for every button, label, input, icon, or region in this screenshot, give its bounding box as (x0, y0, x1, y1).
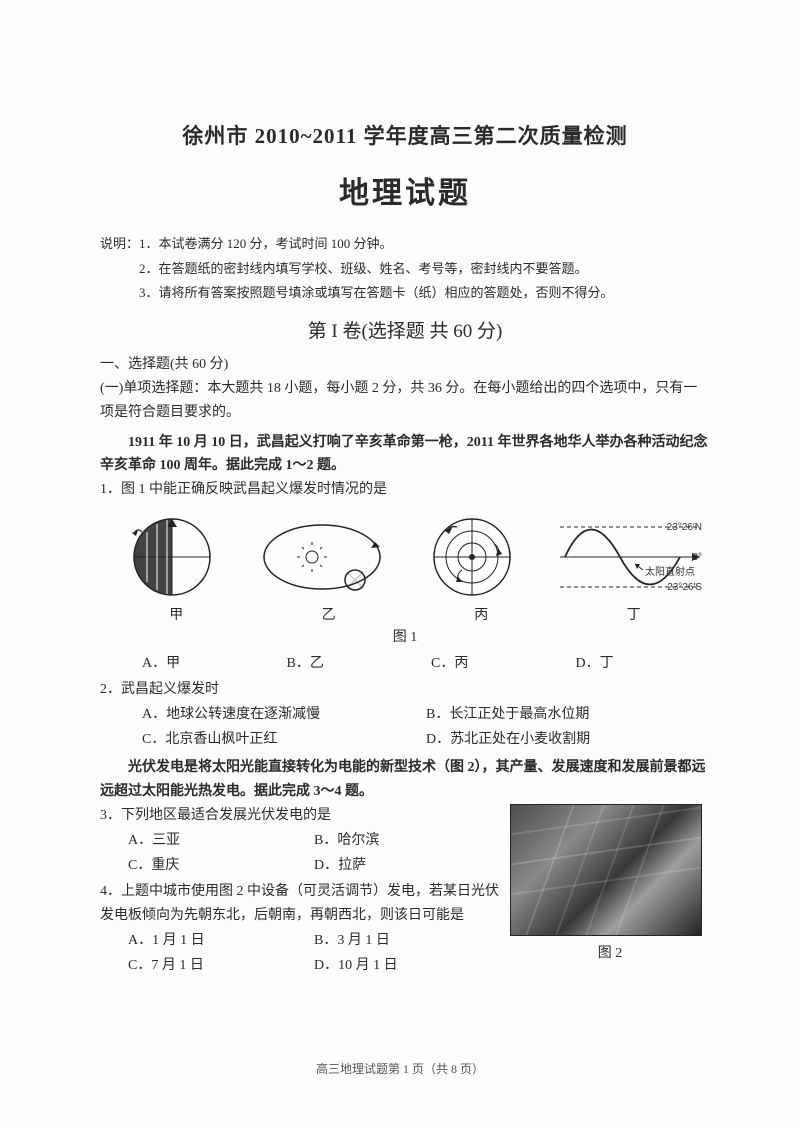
q3-C: C．重庆 (128, 853, 314, 878)
q3-stem: 3．下列地区最适合发展光伏发电的是 (100, 804, 500, 828)
q4-stem: 4．上题中城市使用图 2 中设备（可灵活调节）发电，若某日光伏发电板倾向为先朝东… (100, 880, 500, 928)
exam-page: 徐州市 2010~2011 学年度高三第二次质量检测 地理试题 说明：1．本试卷… (0, 0, 800, 1132)
q2-C: C．北京香山枫叶正红 (142, 727, 426, 752)
q4-B: B．3 月 1 日 (314, 928, 500, 953)
solar-panel-image (510, 804, 702, 936)
q1-options: A．甲 B．乙 C．丙 D．丁 (100, 652, 710, 672)
q4-A: A．1 月 1 日 (128, 928, 314, 953)
instr-3: 3．请将所有答案按照题号填涂或填写在答题卡（纸）相应的答题处，否则不得分。 (139, 285, 614, 300)
q2-A: A．地球公转速度在逐渐减慢 (142, 702, 426, 727)
q3-B: B．哈尔滨 (314, 828, 500, 853)
instr-prefix: 说明： (100, 236, 139, 251)
q1-D: D．丁 (576, 652, 711, 672)
exam-subject: 地理试题 (100, 168, 710, 212)
single-choice-text: (一)单项选择题：本大题共 18 小题，每小题 2 分，共 36 分。在每小题给… (100, 381, 697, 420)
q1-A: A．甲 (142, 652, 277, 672)
lat-0: 0° (692, 552, 702, 563)
page-footer: 高三地理试题第 1 页（共 8 页） (0, 1060, 800, 1077)
q4-C: C．7 月 1 日 (128, 953, 314, 978)
q2-options: A．地球公转速度在逐渐减慢 B．长江正处于最高水位期 C．北京香山枫叶正红 D．… (100, 702, 710, 752)
fig1-sublabels: 甲 乙 丙 丁 (100, 604, 710, 624)
instr-1: 1．本试卷满分 120 分，考试时间 100 分钟。 (139, 236, 393, 251)
sun-label: 太阳直射点 (645, 565, 695, 578)
figure-1-row: 23°26′N 0° 23°26′S 太阳直射点 (100, 512, 710, 602)
lat-n: 23°26′N (667, 522, 702, 533)
selection-header: 一、选择题(共 60 分) (100, 353, 710, 373)
fig1-caption: 图 1 (100, 626, 710, 646)
passage-1: 1911 年 10 月 10 日，武昌起义打响了辛亥革命第一枪，2011 年世界… (100, 431, 710, 479)
q3-D: D．拉萨 (314, 853, 500, 878)
fig2-caption: 图 2 (510, 942, 710, 962)
lbl-ding: 丁 (558, 604, 711, 624)
single-choice-header: (一)单项选择题：本大题共 18 小题，每小题 2 分，共 36 分。在每小题给… (100, 377, 710, 425)
instr-2: 2．在答题纸的密封线内填写学校、班级、姓名、考号等，密封线内不要答题。 (139, 261, 588, 276)
q2-D: D．苏北正处在小麦收割期 (426, 727, 710, 752)
q4-D: D．10 月 1 日 (314, 953, 500, 978)
instructions: 说明：1．本试卷满分 120 分，考试时间 100 分钟。 说明：2．在答题纸的… (100, 232, 710, 306)
q2-B: B．长江正处于最高水位期 (426, 702, 710, 727)
passage-2: 光伏发电是将太阳光能直接转化为电能的新型技术（图 2），其产量、发展速度和发展前… (100, 756, 710, 804)
lat-s: 23°26′S (667, 582, 702, 593)
lbl-yi: 乙 (253, 604, 406, 624)
q1-C: C．丙 (431, 652, 566, 672)
lbl-jia: 甲 (100, 604, 253, 624)
fig-bing (400, 512, 544, 602)
fig-yi (250, 512, 394, 602)
q1-stem: 1．图 1 中能正确反映武昌起义爆发时情况的是 (100, 478, 710, 502)
section-1-header: 第 I 卷(选择题 共 60 分) (100, 316, 710, 343)
exam-title: 徐州市 2010~2011 学年度高三第二次质量检测 (100, 120, 710, 150)
lbl-bing: 丙 (405, 604, 558, 624)
fig-jia (100, 512, 244, 602)
q1-B: B．乙 (287, 652, 422, 672)
figure-2: 图 2 (510, 804, 710, 962)
q2-stem: 2．武昌起义爆发时 (100, 678, 710, 702)
q3-A: A．三亚 (128, 828, 314, 853)
fig-ding: 23°26′N 0° 23°26′S 太阳直射点 (550, 512, 710, 602)
